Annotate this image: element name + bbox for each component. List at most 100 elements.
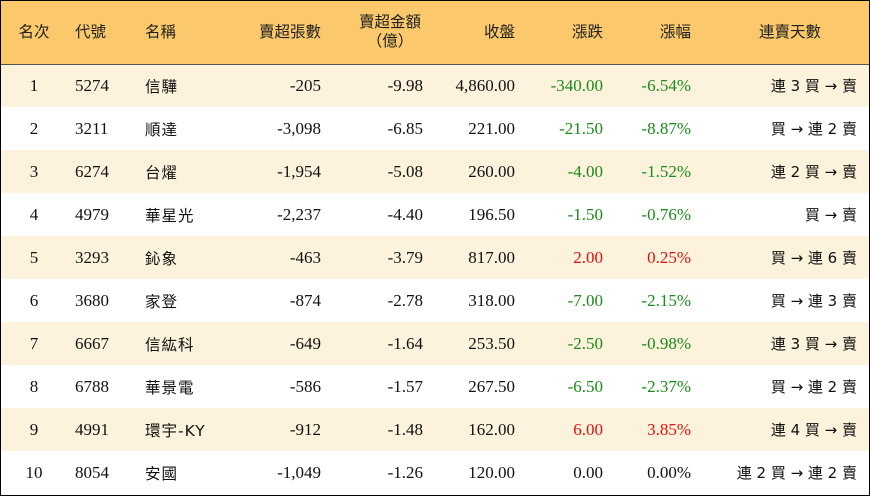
table-row[interactable]: 6 3680 家登 -874 -2.78 318.00 -7.00 -2.15%…: [1, 279, 869, 322]
code-cell: 5274: [75, 75, 109, 95]
streak-cell: 連 2 買 → 連 2 賣: [736, 464, 857, 482]
net-sell-lots-cell: -912: [289, 419, 321, 439]
change-pct-cell: -2.15%: [641, 290, 691, 310]
rank-cell: 6: [29, 290, 39, 310]
table-row[interactable]: 7 6667 信紘科 -649 -1.64 253.50 -2.50 -0.98…: [1, 322, 869, 365]
streak-cell: 連 3 買 → 賣: [770, 77, 857, 96]
change-cell: 6.00: [573, 419, 603, 439]
header-net-sell-amount-line2: （億）: [366, 32, 414, 51]
close-cell: 120.00: [468, 462, 515, 482]
name-cell[interactable]: 信紘科: [145, 335, 195, 354]
net-sell-lots-cell: -649: [289, 333, 321, 353]
net-sell-amount-cell: -3.79: [387, 247, 423, 267]
header-name[interactable]: 名稱: [139, 1, 229, 65]
change-cell: -1.50: [567, 204, 603, 224]
change-cell: -21.50: [559, 118, 603, 138]
code-cell: 6274: [75, 161, 109, 181]
header-code[interactable]: 代號: [67, 1, 139, 65]
close-cell: 260.00: [468, 161, 515, 181]
streak-cell: 買 → 連 2 賣: [770, 378, 857, 396]
net-sell-amount-cell: -2.78: [387, 290, 423, 310]
header-streak[interactable]: 連賣天數: [703, 1, 869, 65]
change-cell: -340.00: [550, 75, 603, 95]
close-cell: 221.00: [468, 118, 515, 138]
table-row[interactable]: 5 3293 鈊象 -463 -3.79 817.00 2.00 0.25% 買…: [1, 236, 869, 279]
code-cell: 6788: [75, 376, 109, 396]
net-sell-lots-cell: -3,098: [277, 118, 321, 138]
rank-cell: 7: [29, 333, 39, 353]
table-row[interactable]: 3 6274 台燿 -1,954 -5.08 260.00 -4.00 -1.5…: [1, 150, 869, 193]
net-sell-amount-cell: -6.85: [387, 118, 423, 138]
code-cell: 3680: [75, 290, 109, 310]
name-cell[interactable]: 環宇-KY: [145, 421, 206, 440]
header-net-sell-amount[interactable]: 賣超金額 （億）: [331, 1, 431, 65]
close-cell: 196.50: [468, 204, 515, 224]
close-cell: 318.00: [468, 290, 515, 310]
rank-cell: 4: [29, 204, 39, 224]
change-cell: 2.00: [573, 247, 603, 267]
net-sell-lots-cell: -2,237: [277, 204, 321, 224]
close-cell: 817.00: [468, 247, 515, 267]
change-pct-cell: -8.87%: [641, 118, 691, 138]
table-body: 1 5274 信驊 -205 -9.98 4,860.00 -340.00 -6…: [1, 64, 869, 494]
name-cell[interactable]: 順達: [145, 120, 179, 139]
change-cell: 0.00: [573, 462, 603, 482]
header-change[interactable]: 漲跌: [523, 1, 613, 65]
close-cell: 4,860.00: [455, 75, 516, 95]
table-row[interactable]: 1 5274 信驊 -205 -9.98 4,860.00 -340.00 -6…: [1, 64, 869, 107]
streak-cell: 買 → 連 6 賣: [770, 249, 857, 267]
net-sell-amount-cell: -4.40: [387, 204, 423, 224]
net-sell-lots-cell: -1,954: [277, 161, 321, 181]
change-cell: -4.00: [567, 161, 603, 181]
rank-cell: 10: [25, 462, 43, 482]
name-cell[interactable]: 華星光: [145, 206, 195, 225]
change-pct-cell: 3.85%: [647, 419, 691, 439]
code-cell: 4991: [75, 419, 109, 439]
header-close[interactable]: 收盤: [431, 1, 523, 65]
change-pct-cell: -6.54%: [641, 75, 691, 95]
table-row[interactable]: 4 4979 華星光 -2,237 -4.40 196.50 -1.50 -0.…: [1, 193, 869, 236]
change-cell: -2.50: [567, 333, 603, 353]
change-pct-cell: -2.37%: [641, 376, 691, 396]
table-header-row: 名次 代號 名稱 賣超張數 賣超金額 （億） 收盤 漲跌 漲幅 連賣天數: [1, 1, 869, 65]
close-cell: 253.50: [468, 333, 515, 353]
header-net-sell-amount-line1: 賣超金額: [358, 13, 421, 32]
name-cell[interactable]: 台燿: [145, 163, 179, 182]
streak-cell: 買 → 連 2 賣: [770, 120, 857, 138]
code-cell: 6667: [75, 333, 109, 353]
name-cell[interactable]: 家登: [145, 292, 179, 311]
rank-cell: 9: [29, 419, 39, 439]
change-pct-cell: -0.98%: [641, 333, 691, 353]
streak-cell: 買 → 連 3 賣: [770, 292, 857, 310]
change-cell: -7.00: [567, 290, 603, 310]
table-row[interactable]: 9 4991 環宇-KY -912 -1.48 162.00 6.00 3.85…: [1, 408, 869, 451]
net-sell-amount-cell: -1.64: [387, 333, 423, 353]
name-cell[interactable]: 華景電: [145, 378, 195, 397]
streak-cell: 買 → 賣: [804, 206, 857, 224]
rank-cell: 8: [29, 376, 39, 396]
name-cell[interactable]: 信驊: [145, 77, 179, 96]
rank-cell: 1: [29, 75, 39, 95]
streak-cell: 連 4 買 → 賣: [770, 421, 857, 439]
change-pct-cell: 0.25%: [647, 247, 691, 267]
table-row[interactable]: 8 6788 華景電 -586 -1.57 267.50 -6.50 -2.37…: [1, 365, 869, 408]
net-sell-amount-cell: -9.98: [387, 75, 423, 95]
net-sell-lots-cell: -463: [289, 247, 321, 267]
header-change-pct[interactable]: 漲幅: [613, 1, 703, 65]
header-rank[interactable]: 名次: [1, 1, 67, 65]
header-net-sell-lots[interactable]: 賣超張數: [229, 1, 331, 65]
net-sell-lots-cell: -874: [289, 290, 321, 310]
table-row[interactable]: 10 8054 安國 -1,049 -1.26 120.00 0.00 0.00…: [1, 451, 869, 494]
name-cell[interactable]: 鈊象: [145, 249, 179, 268]
name-cell[interactable]: 安國: [145, 464, 179, 483]
code-cell: 3211: [75, 118, 109, 138]
change-pct-cell: 0.00%: [647, 462, 691, 482]
code-cell: 4979: [75, 204, 109, 224]
net-sell-lots-cell: -586: [289, 376, 321, 396]
net-sell-lots-cell: -1,049: [277, 462, 321, 482]
table-row[interactable]: 2 3211 順達 -3,098 -6.85 221.00 -21.50 -8.…: [1, 107, 869, 150]
code-cell: 8054: [75, 462, 109, 482]
rank-cell: 2: [29, 118, 39, 138]
